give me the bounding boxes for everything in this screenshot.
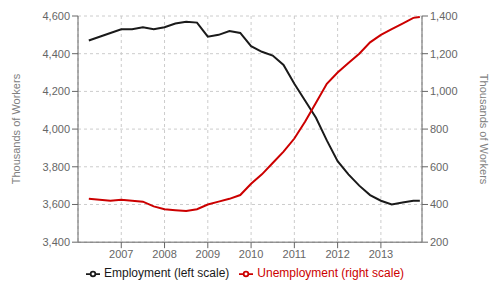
svg-text:800: 800 xyxy=(430,123,448,135)
svg-text:2013: 2013 xyxy=(369,248,393,260)
svg-text:2010: 2010 xyxy=(239,248,263,260)
html-text:Employment (left scale): Employment (left scale) xyxy=(104,266,230,281)
svg-text:1,000: 1,000 xyxy=(430,85,458,97)
svg-text:200: 200 xyxy=(430,236,448,248)
html-text:Unemployment (right scale): Unemployment (right scale) xyxy=(257,266,404,281)
svg-text:3,400: 3,400 xyxy=(42,236,70,248)
svg-text:2007: 2007 xyxy=(109,248,133,260)
svg-text:4,000: 4,000 xyxy=(42,123,70,135)
svg-text:4,600: 4,600 xyxy=(42,10,70,22)
svg-text:3,600: 3,600 xyxy=(42,198,70,210)
svg-text:Thousands of Workers: Thousands of Workers xyxy=(10,73,22,184)
svg-text:2011: 2011 xyxy=(283,248,307,260)
svg-text:Thousands of Workers: Thousands of Workers xyxy=(478,74,490,185)
svg-text:400: 400 xyxy=(430,198,448,210)
svg-text:2009: 2009 xyxy=(196,248,220,260)
svg-text:600: 600 xyxy=(430,161,448,173)
svg-text:1,400: 1,400 xyxy=(430,10,458,22)
svg-text:4,400: 4,400 xyxy=(42,48,70,60)
svg-text:4,200: 4,200 xyxy=(42,85,70,97)
svg-text:3,800: 3,800 xyxy=(42,161,70,173)
svg-text:2008: 2008 xyxy=(152,248,176,260)
svg-text:2012: 2012 xyxy=(325,248,349,260)
svg-text:1,200: 1,200 xyxy=(430,48,458,60)
